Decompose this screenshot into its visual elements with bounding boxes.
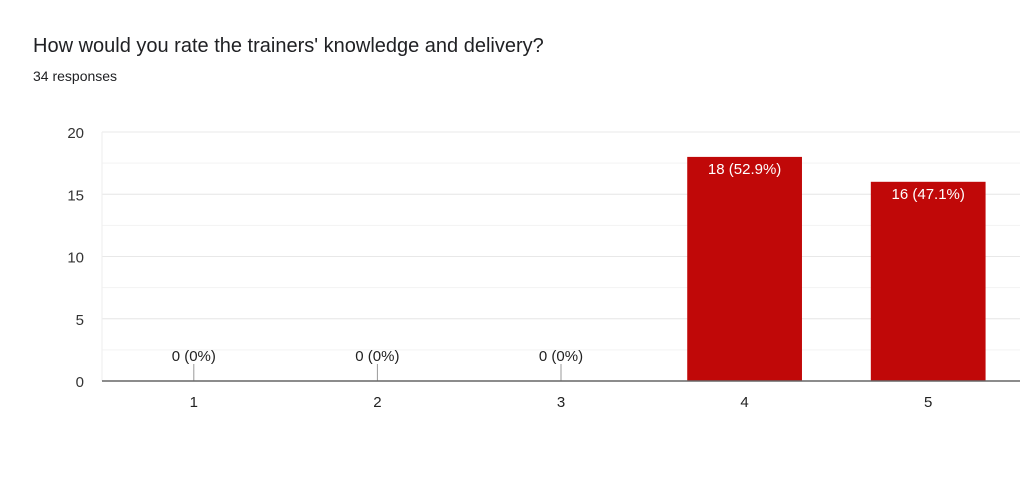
data-label: 0 (0%) (539, 348, 583, 365)
x-tick-label: 1 (190, 394, 198, 411)
y-tick-label: 5 (76, 312, 84, 329)
bar (687, 156, 802, 381)
response-count: 34 responses (33, 68, 118, 84)
data-label: 0 (0%) (355, 348, 399, 365)
chart-title: How would you rate the trainers' knowled… (33, 35, 544, 57)
data-label: 0 (0%) (172, 348, 216, 365)
x-tick-label: 3 (557, 394, 565, 411)
x-tick-label: 2 (373, 394, 381, 411)
data-label: 18 (52.9%) (708, 161, 781, 178)
y-tick-label: 10 (67, 250, 84, 267)
x-tick-label: 4 (740, 394, 748, 411)
y-tick-label: 20 (67, 125, 84, 142)
data-label: 16 (47.1%) (892, 186, 965, 203)
bar (870, 181, 986, 381)
y-tick-label: 0 (76, 374, 84, 391)
y-tick-label: 15 (67, 187, 84, 204)
x-tick-label: 5 (924, 394, 932, 411)
